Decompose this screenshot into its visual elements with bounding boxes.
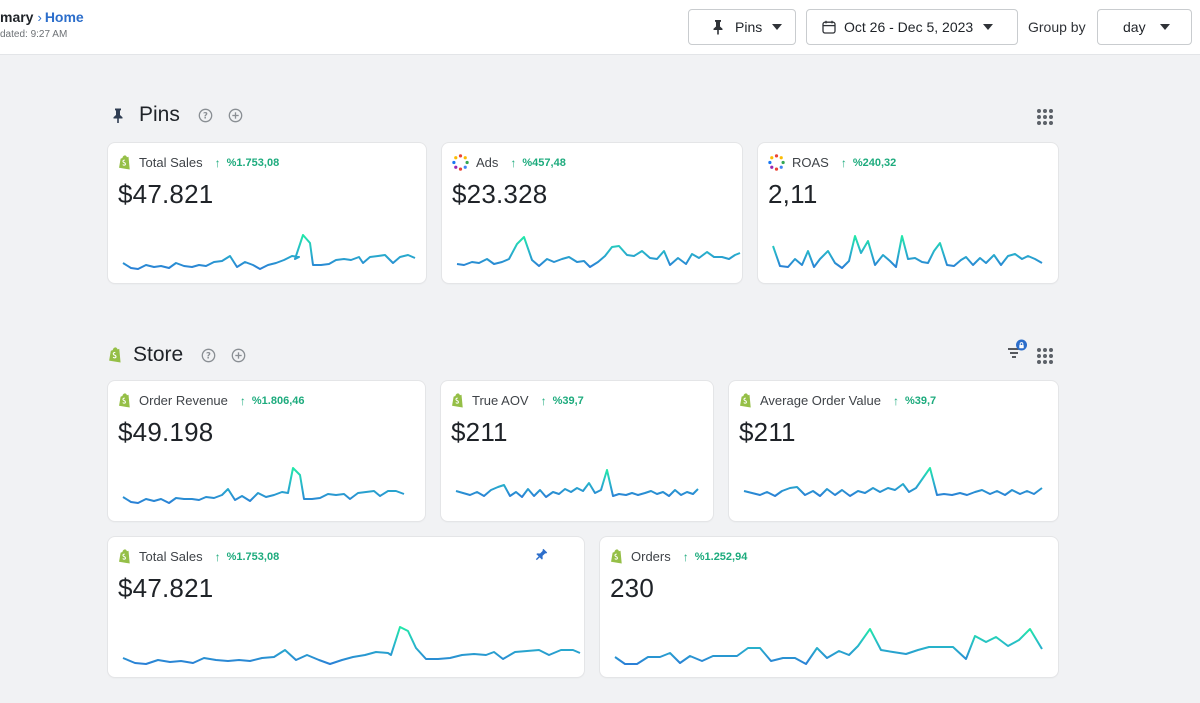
arrow-up-icon: ↑ — [510, 155, 517, 170]
section-title: Store — [133, 343, 184, 366]
add-icon[interactable] — [231, 348, 246, 363]
grid-menu-icon[interactable] — [1037, 348, 1053, 364]
metric-delta: ↑ %1.806,46 — [240, 394, 305, 408]
arrow-up-icon: ↑ — [214, 155, 221, 170]
chevron-down-icon — [983, 24, 994, 30]
pins-button-label: Pins — [735, 19, 763, 35]
last-updated-text: dated: 9:27 AM — [0, 29, 68, 40]
shopify-icon — [740, 393, 751, 408]
metric-card-order-revenue[interactable]: Order Revenue ↑ %1.806,46 $49.198 — [108, 381, 425, 521]
arrow-up-icon: ↑ — [239, 393, 246, 408]
ads-multicolor-icon — [452, 154, 469, 171]
metric-delta: ↑ %39,7 — [893, 394, 936, 408]
date-range-picker[interactable]: Oct 26 - Dec 5, 2023 — [806, 9, 1018, 45]
shopify-icon — [452, 393, 463, 408]
metric-delta: ↑ %1.252,94 — [683, 550, 748, 564]
metric-delta-value: %240,32 — [852, 156, 897, 169]
metric-delta: ↑ %39,7 — [541, 394, 584, 408]
sparkline-chart — [743, 467, 1043, 497]
group-by-value: day — [1123, 19, 1146, 35]
breadcrumb-separator: › — [37, 10, 42, 25]
metric-delta-value: %39,7 — [552, 394, 584, 407]
top-bar: mary › Home dated: 9:27 AM Pins Oct 26 - D… — [0, 0, 1200, 55]
pins-section-header: Pins ? — [111, 103, 243, 127]
metric-label: True AOV — [472, 393, 529, 408]
chevron-down-icon — [772, 24, 783, 30]
metric-delta-value: %1.806,46 — [251, 394, 305, 407]
date-range-label: Oct 26 - Dec 5, 2023 — [844, 19, 974, 35]
metric-delta-value: %39,7 — [904, 394, 937, 407]
metric-label: Total Sales — [139, 549, 203, 564]
store-section-header: Store ? — [108, 343, 246, 367]
metric-label: Total Sales — [139, 155, 203, 170]
metric-delta: ↑ %240,32 — [841, 156, 896, 170]
add-icon[interactable] — [228, 108, 243, 123]
metric-card-roas[interactable]: ROAS ↑ %240,32 2,11 — [758, 143, 1058, 283]
metric-value: $47.821 — [118, 179, 214, 209]
section-title: Pins — [139, 103, 180, 126]
metric-delta-value: %457,48 — [522, 156, 566, 169]
chevron-down-icon — [1159, 24, 1170, 30]
sparkline-chart — [122, 626, 581, 665]
group-by-label: Group by — [1028, 19, 1086, 35]
metric-card-ads[interactable]: Ads ↑ %457,48 $23.328 — [442, 143, 742, 283]
breadcrumb-parent[interactable]: mary — [0, 9, 34, 25]
metric-delta-value: %1.753,08 — [226, 156, 280, 169]
metric-value: 2,11 — [768, 179, 818, 209]
sparkline-chart — [122, 467, 405, 504]
metric-value: $23.328 — [452, 179, 548, 209]
metric-value: $47.821 — [118, 573, 214, 603]
metric-card-total-sales[interactable]: Total Sales ↑ %1.753,08 $47.821 — [108, 143, 426, 283]
metric-value: $49.198 — [118, 417, 214, 447]
arrow-up-icon: ↑ — [540, 393, 547, 408]
metric-value: 230 — [610, 573, 654, 603]
help-icon[interactable]: ? — [201, 348, 216, 363]
sparkline-chart — [122, 234, 416, 270]
breadcrumb: mary › Home — [0, 9, 84, 25]
metric-card-true-aov[interactable]: True AOV ↑ %39,7 $211 — [441, 381, 713, 521]
breadcrumb-home-link[interactable]: Home — [44, 9, 84, 25]
pinned-icon[interactable] — [534, 548, 548, 562]
pin-icon — [713, 20, 723, 35]
metric-label: Average Order Value — [760, 393, 881, 408]
shopify-icon — [119, 549, 130, 564]
sparkline-chart — [455, 469, 699, 498]
metric-delta-value: %1.753,08 — [226, 550, 280, 563]
shopify-icon — [119, 155, 130, 170]
metric-value: $211 — [739, 417, 796, 447]
sparkline-chart — [772, 235, 1043, 269]
metric-label: Ads — [476, 155, 499, 170]
svg-text:?: ? — [203, 110, 208, 120]
filter-locked-icon[interactable] — [1006, 339, 1030, 361]
metric-label: Order Revenue — [139, 393, 228, 408]
shopify-icon — [119, 393, 130, 408]
sparkline-chart — [456, 236, 741, 268]
shopify-icon — [611, 549, 622, 564]
shopify-icon — [109, 347, 121, 363]
arrow-up-icon: ↑ — [682, 549, 689, 564]
pin-icon — [113, 108, 123, 123]
metric-delta: ↑ %1.753,08 — [215, 156, 280, 170]
metric-delta-value: %1.252,94 — [694, 550, 748, 563]
help-icon[interactable]: ? — [198, 108, 213, 123]
metric-card-orders[interactable]: Orders ↑ %1.252,94 230 — [600, 537, 1058, 677]
grid-menu-icon[interactable] — [1037, 109, 1053, 125]
svg-text:?: ? — [206, 350, 211, 360]
group-by-dropdown[interactable]: day — [1097, 9, 1192, 45]
metric-delta: ↑ %457,48 — [510, 156, 565, 170]
ads-multicolor-icon — [768, 154, 785, 171]
metric-label: Orders — [631, 549, 671, 564]
arrow-up-icon: ↑ — [214, 549, 221, 564]
arrow-up-icon: ↑ — [892, 393, 899, 408]
metric-delta: ↑ %1.753,08 — [215, 550, 280, 564]
metric-card-total-sales-store[interactable]: Total Sales ↑ %1.753,08 $47.821 — [108, 537, 584, 677]
pins-dropdown-button[interactable]: Pins — [688, 9, 796, 45]
metric-card-average-order-value[interactable]: Average Order Value ↑ %39,7 $211 — [729, 381, 1058, 521]
metric-value: $211 — [451, 417, 508, 447]
metric-label: ROAS — [792, 155, 829, 170]
sparkline-chart — [614, 628, 1043, 665]
arrow-up-icon: ↑ — [840, 155, 847, 170]
calendar-icon — [822, 20, 836, 34]
